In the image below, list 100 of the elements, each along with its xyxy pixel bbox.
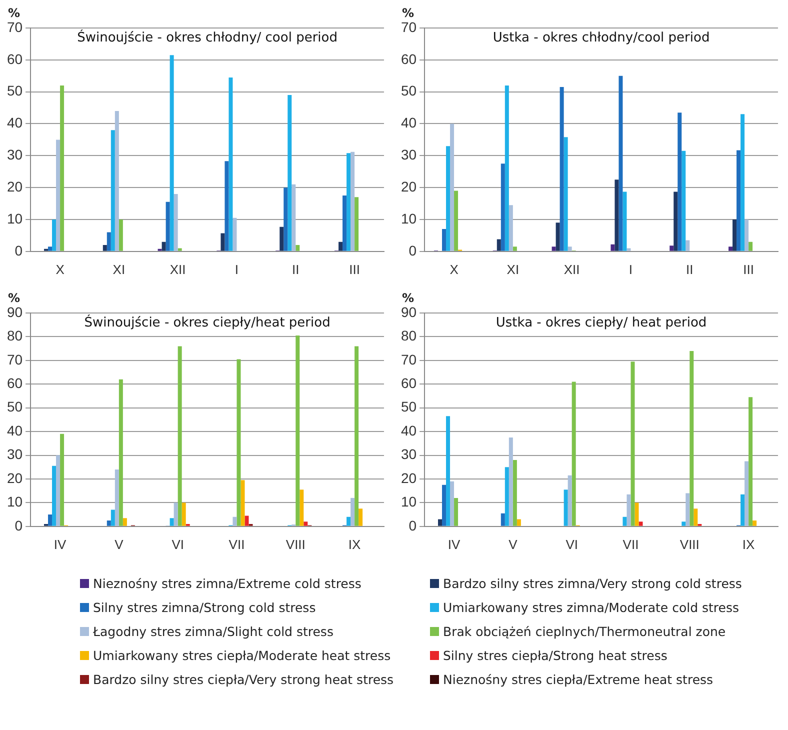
legend-label: Umiarkowany stres zimna/Moderate cold stress [443,600,739,615]
y-tick-label: 60 [400,50,417,67]
y-tick-label: 10 [6,494,23,510]
bar [166,202,170,251]
bar [732,219,737,251]
bar [354,197,359,251]
x-tick-label: II [292,262,300,277]
bar [568,246,572,251]
bar [638,522,643,526]
bar [674,192,678,251]
x-tick-label: X [450,262,459,277]
bar [496,239,501,251]
bar [60,434,64,526]
y-tick-label: 40 [6,114,23,131]
bar [504,467,509,526]
y-tick-label: 30 [400,446,417,462]
y-tick-label: 20 [6,470,23,486]
y-tick-label: 80 [6,328,23,344]
bar [622,192,627,251]
bar [512,460,517,526]
bar [686,240,690,251]
chart-title: Ustka - okres chłodny/cool period [492,30,710,46]
bar [442,229,446,251]
bar [634,502,639,526]
y-tick-label: 50 [400,82,417,99]
bar [736,150,741,251]
bar [174,194,178,251]
y-tick-label: 50 [6,398,23,415]
x-tick-label: XII [564,262,580,277]
y-tick-label: 10 [400,210,417,226]
y-axis-title: % [402,6,414,20]
x-tick-label: VIII [286,536,306,552]
bar [686,493,690,526]
bar [446,416,450,526]
bar [244,516,249,526]
bar [752,520,757,526]
x-tick-label: IX [742,536,756,552]
x-tick-label: VI [172,536,184,552]
bar [60,85,64,251]
bar [748,242,753,251]
y-tick-label: 70 [6,351,23,368]
bar [102,245,107,251]
x-tick-label: XII [170,262,186,277]
y-tick-label: 40 [6,422,23,438]
bar [678,112,682,251]
bar [56,140,60,251]
y-axis-title: % [8,291,20,306]
bar [56,455,60,526]
bar [122,518,127,526]
y-tick-label: 20 [400,470,417,486]
legend-label: Umiarkowany stres ciepła/Moderate heat stress [93,648,391,663]
bar [446,146,450,251]
x-tick-label: IV [448,536,460,552]
bar [118,379,123,526]
bar [568,475,572,526]
bar [508,437,513,526]
bar [220,233,225,251]
x-tick-label: XI [112,262,126,277]
bar [630,362,635,526]
y-tick-label: 70 [400,18,417,35]
y-tick-label: 40 [400,422,417,438]
bar [52,219,56,251]
bar [682,522,686,526]
x-tick-label: X [56,262,65,277]
bar [354,346,359,526]
bar [292,184,296,251]
bar [300,490,304,526]
legend-label: Brak obciążeń cieplnych/Thermoneutral zone [443,624,726,639]
bar [516,519,521,526]
bar [740,494,745,526]
y-tick-label: 10 [400,494,417,510]
bar [52,466,56,526]
bar [512,246,517,251]
x-tick-label: VIII [680,536,700,552]
y-tick-label: 50 [400,398,417,415]
legend-label: Bardzo silny stres zimna/Very strong cold stress [443,576,742,591]
bar [564,490,568,526]
bar [626,494,631,526]
bar [48,246,52,251]
x-tick-label: III [743,262,754,277]
bar [690,350,694,526]
legend-label: Łagodny stres zimna/Slight cold stress [93,624,334,639]
bar [288,95,292,251]
x-tick-label: III [349,262,360,277]
bar [350,498,355,526]
bar [162,242,166,251]
x-tick-label: VII [622,536,639,552]
y-tick-label: 50 [6,82,23,99]
bar [182,502,186,526]
bar [626,248,631,251]
bar [500,164,505,251]
bar [48,514,52,526]
y-tick-label: 90 [6,304,23,320]
legend-label: Silny stres ciepła/Strong heat stress [443,648,668,663]
y-tick-label: 0 [408,242,417,258]
x-tick-label: II [686,262,694,277]
x-tick-label: VI [566,536,578,552]
y-tick-label: 60 [6,374,23,391]
bar [224,161,229,251]
bar [338,242,343,251]
